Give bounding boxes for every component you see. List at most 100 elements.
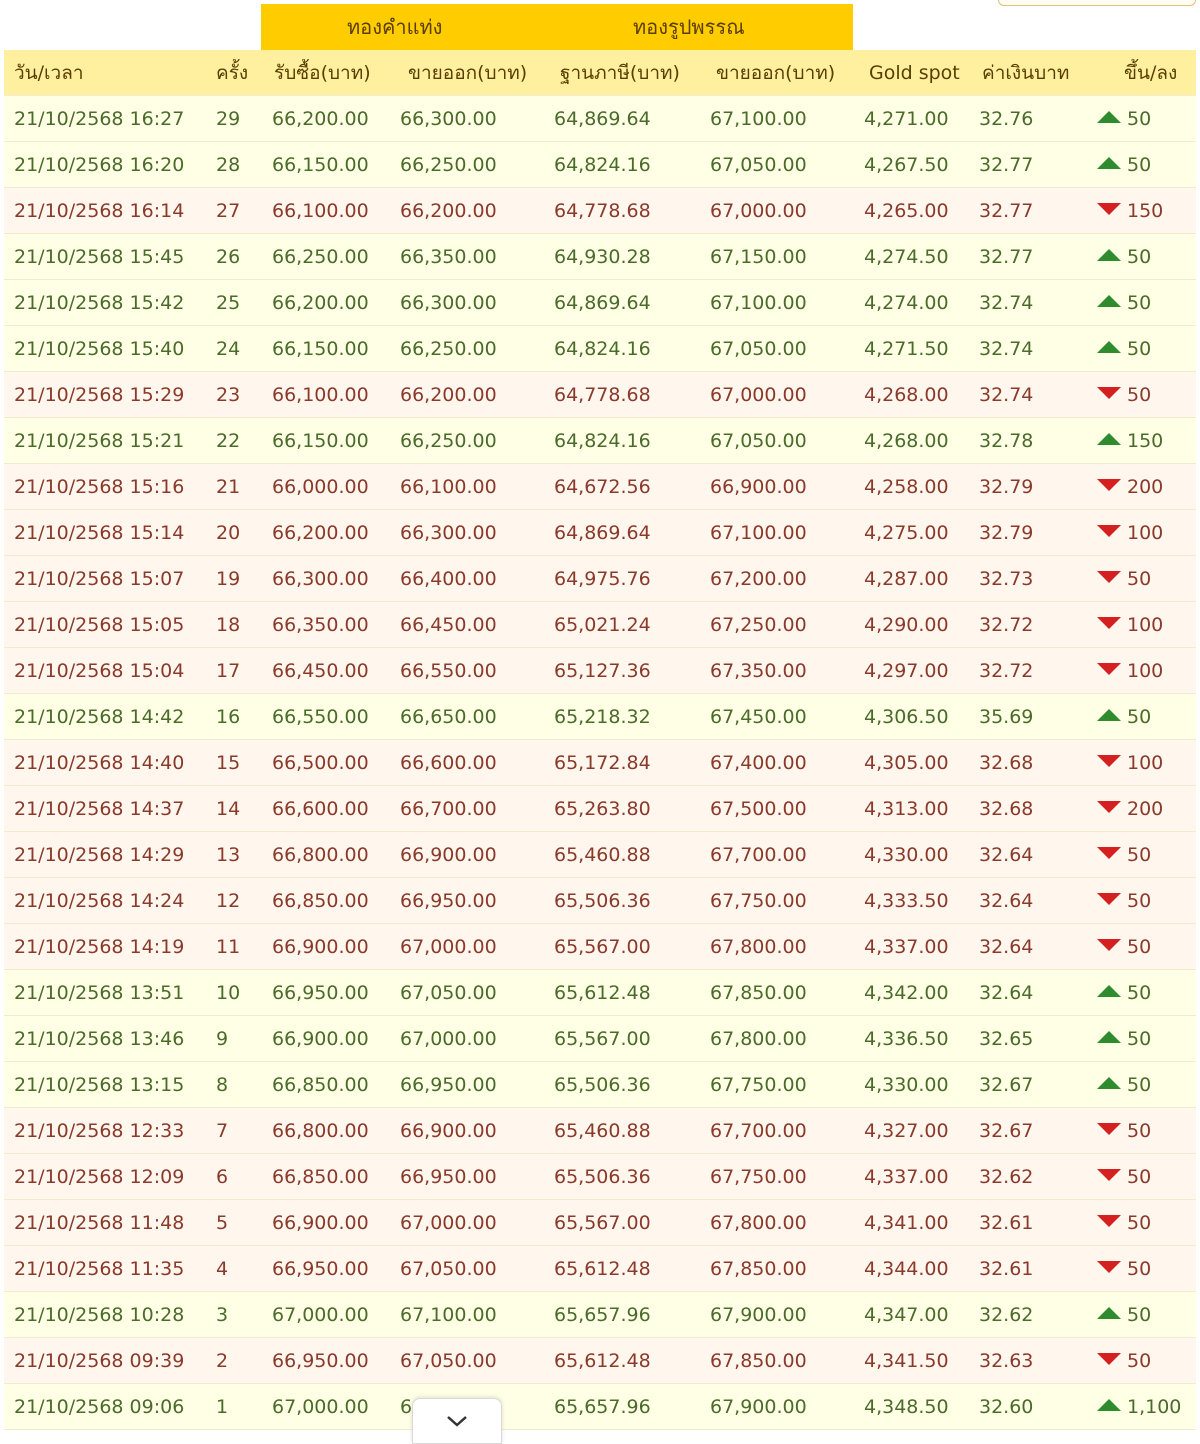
cell-bar-buy: 66,950.00 [272,1350,369,1372]
cell-gold-spot: 4,341.50 [864,1350,949,1372]
cell-bar-buy: 66,100.00 [272,200,369,222]
cell-change: 50 [1097,556,1151,602]
group-header: ทองคำแท่ง ทองรูปพรรณ [261,4,853,50]
cell-ornament-sell: 67,250.00 [710,614,807,636]
cell-gold-spot: 4,344.00 [864,1258,949,1280]
cell-tax-base: 64,778.68 [554,200,651,222]
cell-tax-base: 65,567.00 [554,1028,651,1050]
triangle-up-icon [1097,294,1121,307]
cell-count: 7 [216,1120,229,1142]
cell-ornament-sell: 67,100.00 [710,292,807,314]
cell-count: 13 [216,844,241,866]
change-value: 50 [1127,1166,1152,1188]
cell-tax-base: 64,778.68 [554,384,651,406]
cell-ornament-sell: 67,900.00 [710,1304,807,1326]
cell-datetime: 21/10/2568 15:14 [14,522,185,544]
table-row: 21/10/2568 15:29 23 66,100.00 66,200.00 64,7… [4,372,1196,418]
change-value: 50 [1127,1212,1152,1234]
change-value: 200 [1127,798,1164,820]
cell-bar-sell: 66,350.00 [400,246,497,268]
scroll-down-button[interactable] [412,1398,502,1444]
cell-count: 5 [216,1212,229,1234]
cell-ornament-sell: 67,700.00 [710,1120,807,1142]
cell-thb-rate: 32.62 [979,1304,1034,1326]
cell-gold-spot: 4,268.00 [864,384,949,406]
cell-bar-sell: 66,950.00 [400,1074,497,1096]
cell-thb-rate: 32.67 [979,1074,1034,1096]
cell-bar-sell: 67,000.00 [400,1028,497,1050]
table-row: 21/10/2568 11:48 5 66,900.00 67,000.00 65,56… [4,1200,1196,1246]
cell-gold-spot: 4,271.50 [864,338,949,360]
cell-datetime: 21/10/2568 13:51 [14,982,185,1004]
cell-datetime: 21/10/2568 15:29 [14,384,185,406]
cell-bar-sell: 66,100.00 [400,476,497,498]
cell-gold-spot: 4,347.00 [864,1304,949,1326]
cell-bar-sell: 67,100.00 [400,1304,497,1326]
cell-bar-sell: 66,950.00 [400,1166,497,1188]
top-right-button[interactable] [998,0,1196,6]
cell-gold-spot: 4,333.50 [864,890,949,912]
cell-count: 4 [216,1258,229,1280]
cell-tax-base: 64,824.16 [554,154,651,176]
cell-bar-buy: 66,900.00 [272,936,369,958]
change-value: 50 [1127,292,1152,314]
cell-tax-base: 65,218.32 [554,706,651,728]
change-value: 50 [1127,936,1152,958]
cell-count: 23 [216,384,241,406]
cell-thb-rate: 32.68 [979,752,1034,774]
cell-ornament-sell: 67,900.00 [710,1396,807,1418]
table-row: 21/10/2568 16:14 27 66,100.00 66,200.00 64,7… [4,188,1196,234]
triangle-down-icon [1097,662,1121,675]
table-row: 21/10/2568 15:21 22 66,150.00 66,250.00 64,8… [4,418,1196,464]
cell-thb-rate: 32.74 [979,292,1034,314]
table-row: 21/10/2568 14:37 14 66,600.00 66,700.00 65,2… [4,786,1196,832]
cell-change: 50 [1097,1200,1151,1246]
cell-change: 100 [1097,602,1163,648]
cell-count: 6 [216,1166,229,1188]
cell-bar-sell: 66,300.00 [400,108,497,130]
cell-ornament-sell: 67,800.00 [710,1212,807,1234]
cell-thb-rate: 35.69 [979,706,1034,728]
change-value: 50 [1127,384,1152,406]
column-header-gold-spot: Gold spot [869,62,960,84]
cell-ornament-sell: 67,800.00 [710,1028,807,1050]
cell-datetime: 21/10/2568 10:28 [14,1304,185,1326]
cell-ornament-sell: 67,000.00 [710,384,807,406]
cell-datetime: 21/10/2568 15:42 [14,292,185,314]
table-row: 21/10/2568 15:42 25 66,200.00 66,300.00 64,8… [4,280,1196,326]
cell-bar-buy: 66,150.00 [272,430,369,452]
cell-bar-sell: 67,000.00 [400,936,497,958]
cell-bar-sell: 66,450.00 [400,614,497,636]
cell-ornament-sell: 67,850.00 [710,982,807,1004]
change-value: 50 [1127,154,1152,176]
cell-count: 17 [216,660,241,682]
cell-count: 26 [216,246,241,268]
table-row: 21/10/2568 13:15 8 66,850.00 66,950.00 65,50… [4,1062,1196,1108]
cell-count: 16 [216,706,241,728]
cell-thb-rate: 32.72 [979,614,1034,636]
cell-bar-sell: 66,700.00 [400,798,497,820]
table-row: 21/10/2568 14:29 13 66,800.00 66,900.00 65,4… [4,832,1196,878]
cell-bar-sell: 66,900.00 [400,844,497,866]
cell-bar-buy: 66,150.00 [272,338,369,360]
cell-change: 50 [1097,694,1151,740]
cell-bar-sell: 67,050.00 [400,1350,497,1372]
table-row: 21/10/2568 15:04 17 66,450.00 66,550.00 65,1… [4,648,1196,694]
cell-bar-sell: 66,300.00 [400,522,497,544]
cell-bar-sell: 67,000.00 [400,1212,497,1234]
triangle-up-icon [1097,984,1121,997]
triangle-up-icon [1097,1306,1121,1319]
change-value: 50 [1127,844,1152,866]
cell-change: 100 [1097,510,1163,556]
cell-bar-sell: 66,250.00 [400,430,497,452]
cell-datetime: 21/10/2568 15:04 [14,660,185,682]
cell-bar-sell: 6 [400,1396,413,1418]
cell-change: 50 [1097,326,1151,372]
cell-ornament-sell: 67,800.00 [710,936,807,958]
cell-thb-rate: 32.61 [979,1258,1034,1280]
triangle-down-icon [1097,1122,1121,1135]
cell-bar-buy: 66,850.00 [272,890,369,912]
cell-datetime: 21/10/2568 13:15 [14,1074,185,1096]
gold-price-history-table: วัน/เวลา ครั้ง รับซื้อ(บาท) ขายออก(บาท) … [4,50,1196,1430]
column-header-bar-sell: ขายออก(บาท) [408,62,528,84]
